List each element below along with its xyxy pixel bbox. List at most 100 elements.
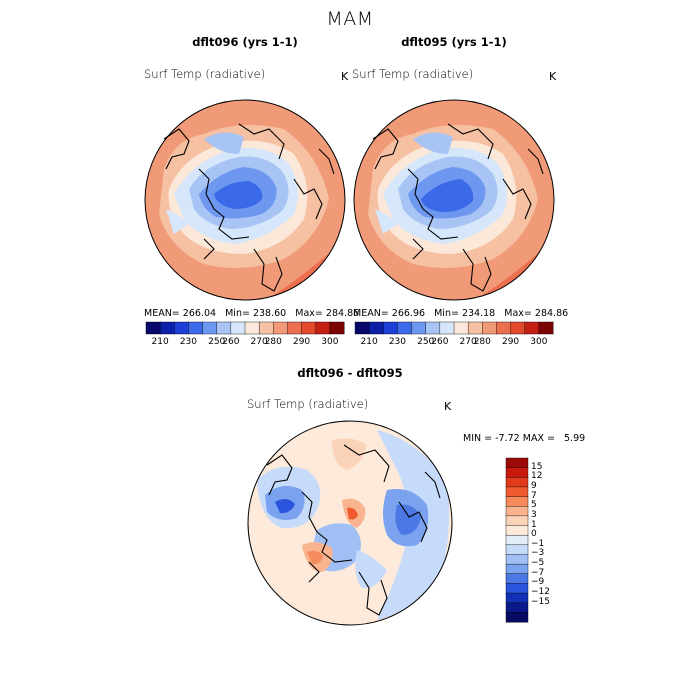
panel-2-colorbar-tick-label: 300 <box>530 337 548 347</box>
panel-2-colorbar-tick-label: 250 <box>417 337 435 347</box>
diff-colorbar-swatch <box>505 457 529 469</box>
panel-1-colorbar-tick-label: 250 <box>208 337 226 347</box>
diff-colorbar-tick-label: 7 <box>531 490 537 501</box>
diff-colorbar-swatch <box>505 515 529 527</box>
diff-colorbar-tick-label: 0 <box>531 529 537 540</box>
diff-panel-variable-label: Surf Temp (radiative) <box>247 397 369 411</box>
panel-1-colorbar-swatch <box>301 321 317 335</box>
panel-2-units: K <box>549 70 557 83</box>
panel-1-max-label: Max= <box>295 308 323 319</box>
diff-colorbar-tick-label: 1 <box>531 519 537 530</box>
panel-2-colorbar-swatch <box>368 321 384 335</box>
panel-2-colorbar-swatch <box>453 321 469 335</box>
panel-1-colorbar-swatch <box>174 321 189 335</box>
panel-1-coastlines <box>163 123 335 292</box>
panel-1-title: dflt096 (yrs 1-1) <box>192 35 298 49</box>
panel-1-stats: MEAN= 266.04 Min= 238.60 Max= 284.86 <box>144 308 359 319</box>
diff-colorbar-tick-label: 12 <box>531 471 543 482</box>
panel-1-min-label: Min= <box>225 308 250 319</box>
panel-1-colorbar-tick-label: 230 <box>179 337 198 347</box>
panel-2-colorbar-labels: 210 230 250 260 270 280 290 300 <box>355 337 553 349</box>
panel-1-units: K <box>341 70 349 83</box>
panel-2-colorbar-swatch <box>383 321 398 335</box>
panel-1-mean-label: MEAN= <box>144 308 180 319</box>
panel-1-colorbar-swatch <box>159 321 175 335</box>
panel-1-colorbar <box>145 321 345 335</box>
diff-colorbar-swatch <box>505 525 529 536</box>
panel-1-colorbar-swatch <box>315 321 331 335</box>
panel-2-colorbar-tick-label: 260 <box>431 337 449 347</box>
panel-1-colorbar-swatch <box>273 321 288 335</box>
panel-2-map-outline <box>353 99 555 301</box>
panel-2-map <box>353 99 555 301</box>
diff-colorbar-swatch <box>505 486 529 498</box>
panel-2-colorbar-swatch <box>538 321 554 335</box>
panel-1-map-outline <box>144 99 346 301</box>
panel-2-title: dflt095 (yrs 1-1) <box>401 35 507 49</box>
panel-2-colorbar <box>354 321 554 335</box>
panel-1-colorbar-tick-label: 260 <box>222 337 240 347</box>
diff-colorbar-tick-label: −9 <box>531 577 545 588</box>
diff-panel-map-outline <box>247 420 453 626</box>
diff-colorbar-tick-label: −1 <box>531 538 545 549</box>
diff-colorbar-tick-label: −3 <box>531 548 545 559</box>
diff-colorbar <box>505 457 529 623</box>
panel-1-map <box>144 99 346 301</box>
diff-colorbar-swatch <box>505 554 529 565</box>
panel-2-min-value: 234.18 <box>461 308 496 319</box>
panel-2-colorbar-tick-label: 210 <box>360 337 378 347</box>
panel-2-colorbar-tick-label: 290 <box>501 337 520 347</box>
panel-2-colorbar-swatch <box>425 321 441 335</box>
panel-1-colorbar-swatch <box>244 321 260 335</box>
diff-colorbar-tick-label: 3 <box>531 509 537 520</box>
diff-colorbar-swatch <box>505 602 529 613</box>
panel-1-colorbar-swatch <box>287 321 303 335</box>
panel-2-mean-value: 266.96 <box>391 308 426 319</box>
panel-2-max-label: Max= <box>504 308 532 319</box>
panel-2-colorbar-swatch <box>411 321 427 335</box>
panel-1-colorbar-tick-label: 290 <box>292 337 311 347</box>
panel-2-mean-label: MEAN= <box>353 308 389 319</box>
panel-2-colorbar-tick-label: 230 <box>388 337 407 347</box>
panel-1-colorbar-swatch <box>258 321 274 335</box>
panel-1-colorbar-tick-label: 280 <box>264 337 282 347</box>
diff-min-value: -7.72 <box>495 433 520 444</box>
panel-2-colorbar-swatch <box>354 321 370 335</box>
diff-colorbar-swatch <box>505 544 529 555</box>
diff-colorbar-swatch <box>505 496 529 507</box>
panel-1-mean-value: 266.04 <box>182 308 217 319</box>
diff-max-label: MAX = <box>522 433 555 444</box>
diff-min-label: MIN = <box>463 433 493 444</box>
panel-2-colorbar-swatch <box>439 321 455 335</box>
diff-colorbar-swatch <box>505 467 529 478</box>
panel-1-variable-label: Surf Temp (radiative) <box>144 67 266 81</box>
panel-1-colorbar-swatch <box>329 321 345 335</box>
diff-panel-range: MIN = -7.72 MAX = 5.99 <box>463 433 585 444</box>
diff-panel-title: dflt096 - dflt095 <box>297 366 403 380</box>
diff-colorbar-tick-label: −15 <box>531 596 550 607</box>
diff-colorbar-swatch <box>505 534 529 546</box>
panel-1-min-value: 238.60 <box>252 308 287 319</box>
diff-colorbar-swatch <box>505 477 529 488</box>
panel-2-colorbar-swatch <box>510 321 526 335</box>
diff-colorbar-tick-label: 5 <box>531 500 537 511</box>
panel-2-colorbar-swatch <box>397 321 413 335</box>
panel-2-colorbar-tick-label: 270 <box>459 337 477 347</box>
season-title: MAM <box>326 8 374 30</box>
panel-2-stats: MEAN= 266.96 Min= 234.18 Max= 284.86 <box>353 308 568 319</box>
diff-colorbar-labels: 15 12 9 7 5 3 1 0 −1 −3 −5 −7 −9 −12 −15 <box>531 458 571 622</box>
panel-1-colorbar-swatch <box>230 321 246 335</box>
diff-panel-coastlines <box>266 444 441 616</box>
panel-2-colorbar-swatch <box>524 321 540 335</box>
panel-1-temperature-field <box>145 100 345 300</box>
panel-2-min-label: Min= <box>434 308 459 319</box>
panel-1-colorbar-swatch <box>216 321 232 335</box>
panel-1-colorbar-swatch <box>202 321 218 335</box>
diff-colorbar-swatch <box>505 612 529 623</box>
diff-panel-map <box>247 420 453 626</box>
panel-2-max-value: 284.86 <box>534 308 569 319</box>
panel-1-colorbar-tick-label: 210 <box>151 337 169 347</box>
panel-1-colorbar-tick-label: 270 <box>250 337 268 347</box>
diff-colorbar-tick-label: 15 <box>531 461 543 472</box>
